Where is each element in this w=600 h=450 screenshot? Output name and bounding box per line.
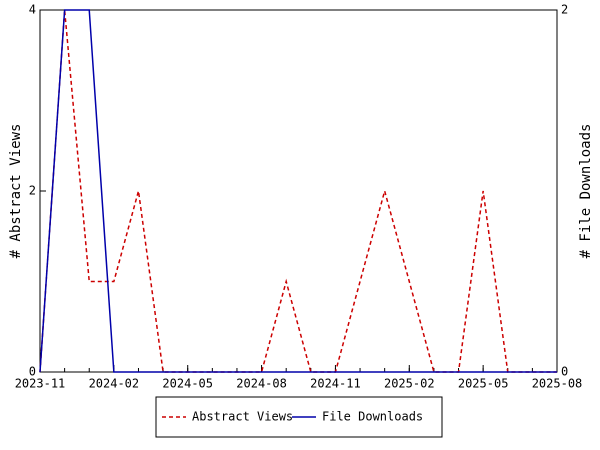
x-tick-label: 2024-05 (162, 377, 213, 391)
series-line (39, 9, 557, 373)
x-tick-label: 2024-11 (310, 377, 361, 391)
y-tick-label: 0 (29, 365, 36, 379)
x-tick-label: 2025-02 (384, 377, 435, 391)
y-tick-label: 4 (29, 3, 36, 17)
plot-frame (39, 9, 558, 373)
x-tick-label: 2024-02 (89, 377, 140, 391)
x-tick-label: 2024-08 (236, 377, 287, 391)
y-tick-label: 2 (29, 184, 36, 198)
y2-axis-label: # File Downloads (578, 124, 594, 259)
x-tick-label: 2025-08 (532, 377, 583, 391)
y2-tick-label: 0 (561, 365, 568, 379)
legend-label: Abstract Views (192, 410, 293, 424)
x-tick-label: 2023-11 (15, 377, 66, 391)
series-line (39, 9, 557, 373)
y-axis-label: # Abstract Views (8, 124, 24, 259)
x-tick-label: 2025-05 (458, 377, 509, 391)
y2-tick-label: 2 (561, 3, 568, 17)
legend-label: File Downloads (322, 410, 423, 424)
